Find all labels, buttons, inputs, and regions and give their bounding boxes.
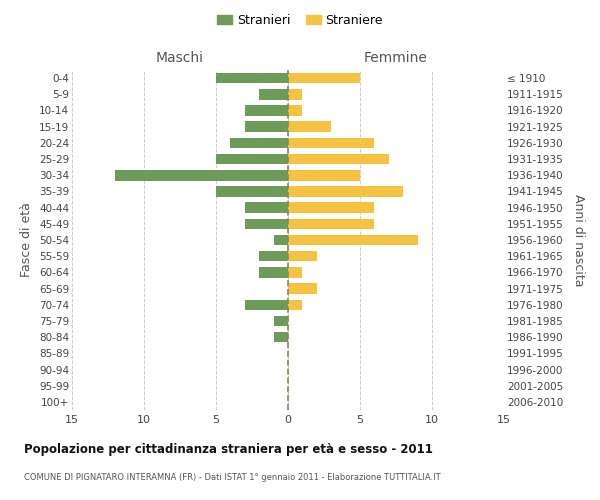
Bar [288,218,374,229]
Bar [259,251,288,262]
Text: Popolazione per cittadinanza straniera per età e sesso - 2011: Popolazione per cittadinanza straniera p… [24,442,433,456]
Bar [274,234,288,246]
Bar [288,186,403,196]
Bar [288,73,360,84]
Bar [288,284,317,294]
Bar [288,170,360,180]
Bar [216,186,288,196]
Bar [274,316,288,326]
Bar [288,138,374,148]
Bar [245,218,288,229]
Bar [245,300,288,310]
Bar [245,105,288,116]
Bar [216,73,288,84]
Bar [115,170,288,180]
Bar [288,300,302,310]
Bar [230,138,288,148]
Bar [288,154,389,164]
Text: Femmine: Femmine [364,51,428,65]
Bar [216,154,288,164]
Bar [245,202,288,213]
Bar [288,89,302,100]
Bar [274,332,288,342]
Bar [288,202,374,213]
Bar [288,251,317,262]
Text: COMUNE DI PIGNATARO INTERAMNA (FR) - Dati ISTAT 1° gennaio 2011 - Elaborazione T: COMUNE DI PIGNATARO INTERAMNA (FR) - Dat… [24,472,440,482]
Bar [288,267,302,278]
Y-axis label: Anni di nascita: Anni di nascita [572,194,585,286]
Bar [288,122,331,132]
Bar [259,267,288,278]
Bar [245,122,288,132]
Bar [259,89,288,100]
Legend: Stranieri, Straniere: Stranieri, Straniere [212,8,388,32]
Text: Maschi: Maschi [156,51,204,65]
Bar [288,234,418,246]
Y-axis label: Fasce di età: Fasce di età [20,202,34,278]
Bar [288,105,302,116]
